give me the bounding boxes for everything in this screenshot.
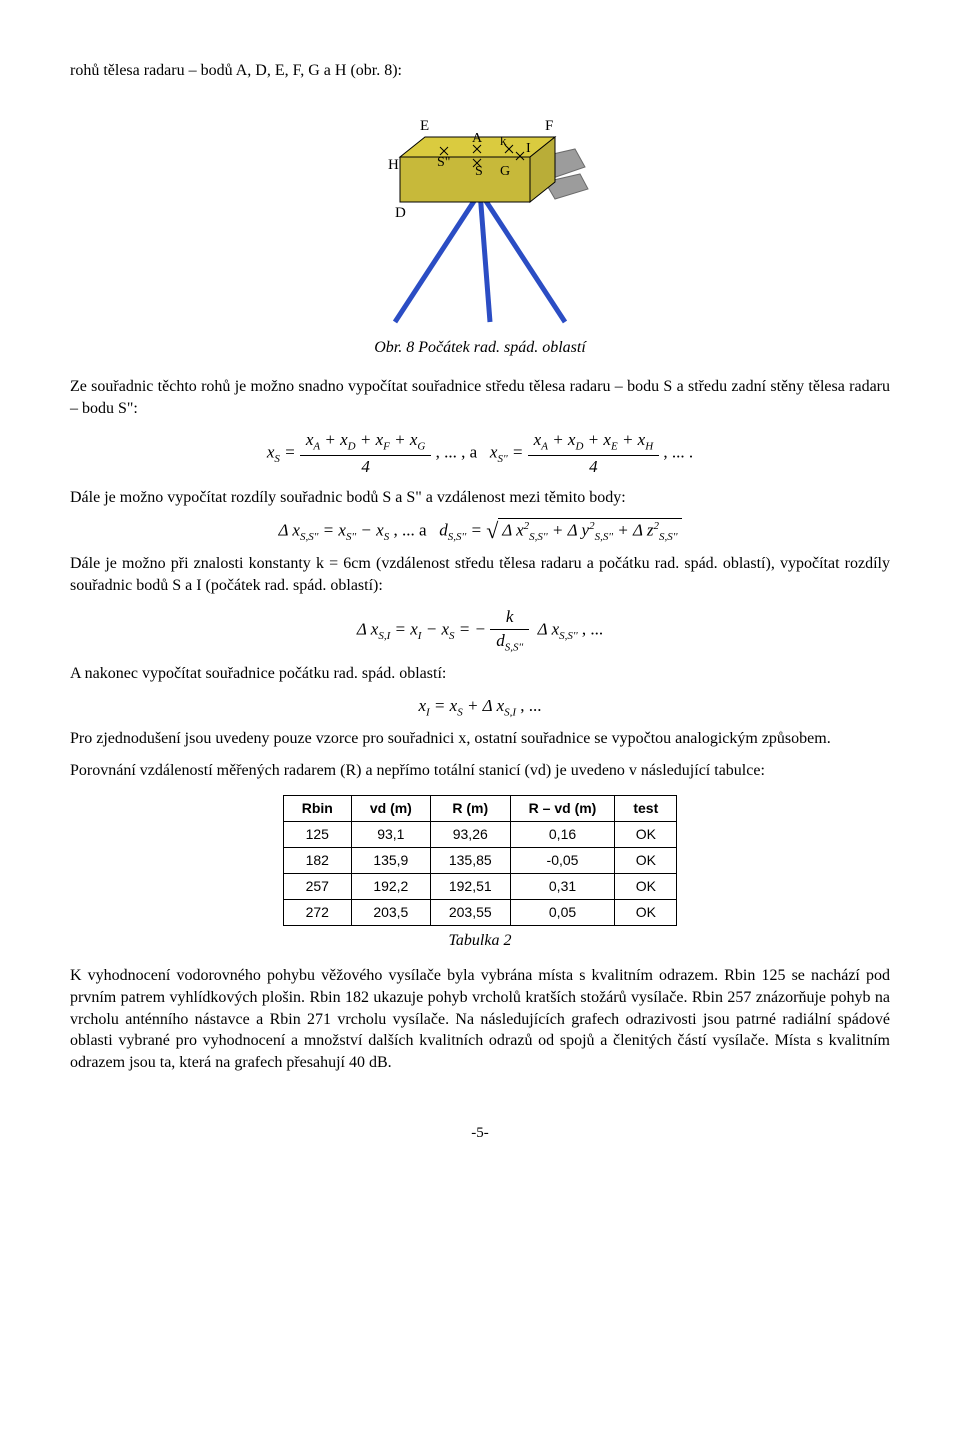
formula-2: Δ xS,S'' = xS'' − xS , ... a dS,S'' = Δ … <box>70 518 890 545</box>
paragraph-4: A nakonec vypočítat souřadnice počátku r… <box>70 663 890 685</box>
intro-line: rohů tělesa radaru – bodů A, D, E, F, G … <box>70 60 890 82</box>
table-cell: 203,55 <box>430 899 510 925</box>
paragraph-2: Dále je možno vypočítat rozdíly souřadni… <box>70 487 890 509</box>
formula-1: xS = xA + xD + xF + xG4 , ... , a xS'' =… <box>70 429 890 478</box>
table-cell: OK <box>615 874 677 900</box>
label-A: A <box>472 131 483 146</box>
table-cell: 182 <box>283 848 351 874</box>
label-I: I <box>526 141 531 156</box>
page-number: -5- <box>70 1123 890 1143</box>
table-cell: 93,26 <box>430 822 510 848</box>
paragraph-6: Porovnání vzdáleností měřených radarem (… <box>70 760 890 782</box>
table-cell: OK <box>615 822 677 848</box>
data-table: Rbinvd (m)R (m)R – vd (m)test 12593,193,… <box>283 795 678 925</box>
table-cell: 0,05 <box>510 899 615 925</box>
table-cell: 192,51 <box>430 874 510 900</box>
table-row: 182135,9135,85-0,05OK <box>283 848 677 874</box>
table-cell: 192,2 <box>351 874 430 900</box>
paragraph-7: K vyhodnocení vodorovného pohybu věžovéh… <box>70 965 890 1073</box>
table-cell: OK <box>615 899 677 925</box>
table-row: 257192,2192,510,31OK <box>283 874 677 900</box>
label-k: k <box>500 133 507 148</box>
label-S2: S" <box>437 155 451 170</box>
figure-svg: E F A k I S" S G H D <box>340 97 620 327</box>
label-S: S <box>475 164 483 179</box>
table-cell: 0,31 <box>510 874 615 900</box>
table-row: 272203,5203,550,05OK <box>283 899 677 925</box>
paragraph-1: Ze souřadnic těchto rohů je možno snadno… <box>70 376 890 419</box>
table-header: Rbin <box>283 796 351 822</box>
table-header: R (m) <box>430 796 510 822</box>
formula-3: Δ xS,I = xI − xS = − kdS,S'' Δ xS,S'' , … <box>70 606 890 655</box>
table-header: R – vd (m) <box>510 796 615 822</box>
table-cell: 272 <box>283 899 351 925</box>
label-F: F <box>545 118 553 134</box>
figure-8: E F A k I S" S G H D <box>70 97 890 327</box>
table-cell: 203,5 <box>351 899 430 925</box>
table-caption: Tabulka 2 <box>70 930 890 952</box>
table-cell: -0,05 <box>510 848 615 874</box>
paragraph-3: Dále je možno při znalosti konstanty k =… <box>70 553 890 596</box>
table-cell: 125 <box>283 822 351 848</box>
table-header: test <box>615 796 677 822</box>
table-cell: 93,1 <box>351 822 430 848</box>
label-H: H <box>388 157 399 173</box>
table-cell: 257 <box>283 874 351 900</box>
table-cell: OK <box>615 848 677 874</box>
formula-4: xI = xS + Δ xS,I , ... <box>70 695 890 720</box>
table-header: vd (m) <box>351 796 430 822</box>
table-cell: 0,16 <box>510 822 615 848</box>
table-cell: 135,85 <box>430 848 510 874</box>
table-row: 12593,193,260,16OK <box>283 822 677 848</box>
label-D: D <box>395 205 406 221</box>
table-cell: 135,9 <box>351 848 430 874</box>
label-E: E <box>420 118 429 134</box>
paragraph-5: Pro zjednodušení jsou uvedeny pouze vzor… <box>70 728 890 750</box>
figure-caption: Obr. 8 Počátek rad. spád. oblastí <box>70 337 890 359</box>
label-G: G <box>500 164 510 179</box>
